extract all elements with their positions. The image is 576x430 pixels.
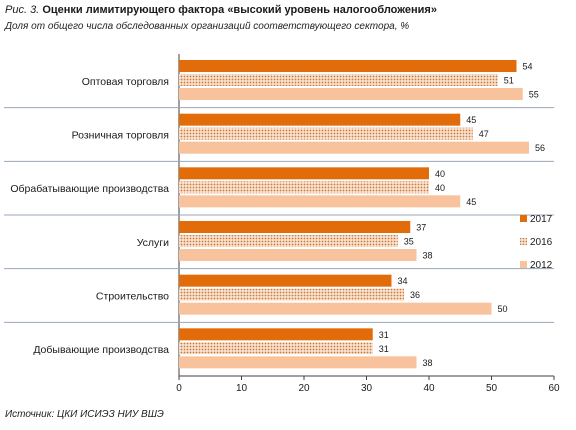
category-label: Услуги xyxy=(137,237,169,249)
bar-2017 xyxy=(179,328,373,341)
x-tick-label: 50 xyxy=(486,383,498,394)
x-tick-label: 10 xyxy=(236,383,248,394)
bar-2016 xyxy=(179,288,404,301)
legend-swatch-2017 xyxy=(520,215,527,222)
plot-area: Оптовая торговля Розничная торговля Обраба… xyxy=(4,54,560,394)
data-label: 47 xyxy=(479,129,489,139)
legend-label: 2012 xyxy=(530,260,553,271)
data-label: 55 xyxy=(529,90,539,100)
bar-2016 xyxy=(179,342,373,355)
category-label: Оптовая торговля xyxy=(82,76,169,88)
figure-number: Рис. 3. xyxy=(5,4,40,16)
bar-2012 xyxy=(179,302,492,315)
bar-2012 xyxy=(179,88,523,100)
bar-2012 xyxy=(179,356,417,369)
legend-swatch-2012 xyxy=(520,261,527,268)
data-label: 37 xyxy=(416,223,426,233)
category-label: Розничная торговля xyxy=(72,130,169,142)
x-tick-label: 40 xyxy=(423,383,435,394)
x-tick-label: 20 xyxy=(298,383,310,394)
data-label: 40 xyxy=(435,169,445,179)
data-label: 51 xyxy=(504,76,514,86)
data-label: 40 xyxy=(435,183,445,193)
bar-2016 xyxy=(179,74,498,86)
legend-label: 2017 xyxy=(530,214,553,225)
legend-label: 2016 xyxy=(530,237,553,248)
data-label: 56 xyxy=(535,143,545,153)
bar-2017 xyxy=(179,60,517,72)
bar-2017 xyxy=(179,167,429,180)
x-tick-label: 30 xyxy=(361,383,373,394)
data-label: 38 xyxy=(423,251,433,261)
chart-subtitle: Доля от общего числа обследованных орган… xyxy=(5,21,410,32)
category-label: Добывающие производства xyxy=(33,344,169,356)
legend: 2017 2016 2012 xyxy=(520,214,553,271)
source-note: Источник: ЦКИ ИСИЭЗ НИУ ВШЭ xyxy=(5,409,164,420)
x-tick-label: 0 xyxy=(176,383,182,394)
x-tick-label: 60 xyxy=(548,383,560,394)
data-label: 35 xyxy=(404,237,414,247)
bar-2012 xyxy=(179,249,417,261)
data-label: 31 xyxy=(379,344,389,354)
data-label: 54 xyxy=(523,62,533,72)
bar-2016 xyxy=(179,127,473,140)
bar-2016 xyxy=(179,181,429,194)
bar-2012 xyxy=(179,195,461,208)
bar-2017 xyxy=(179,274,392,287)
bar-2012 xyxy=(179,141,529,154)
chart-title: Рис. 3. Оценки лимитирующего фактора «вы… xyxy=(5,4,437,16)
bar-2017 xyxy=(179,113,461,126)
data-label: 50 xyxy=(498,304,508,314)
data-label: 45 xyxy=(466,197,476,207)
category-label: Строительство xyxy=(96,291,169,303)
data-label: 31 xyxy=(379,330,389,340)
data-label: 36 xyxy=(410,290,420,300)
bar-2017 xyxy=(179,221,411,233)
data-label: 38 xyxy=(423,358,433,368)
chart-title-text: Оценки лимитирующего фактора «высокий ур… xyxy=(42,4,437,16)
category-label: Обрабатывающие производства xyxy=(10,183,169,195)
data-label: 45 xyxy=(466,115,476,125)
data-label: 34 xyxy=(398,276,408,286)
legend-swatch-2016 xyxy=(520,238,527,245)
bar-2016 xyxy=(179,235,398,247)
